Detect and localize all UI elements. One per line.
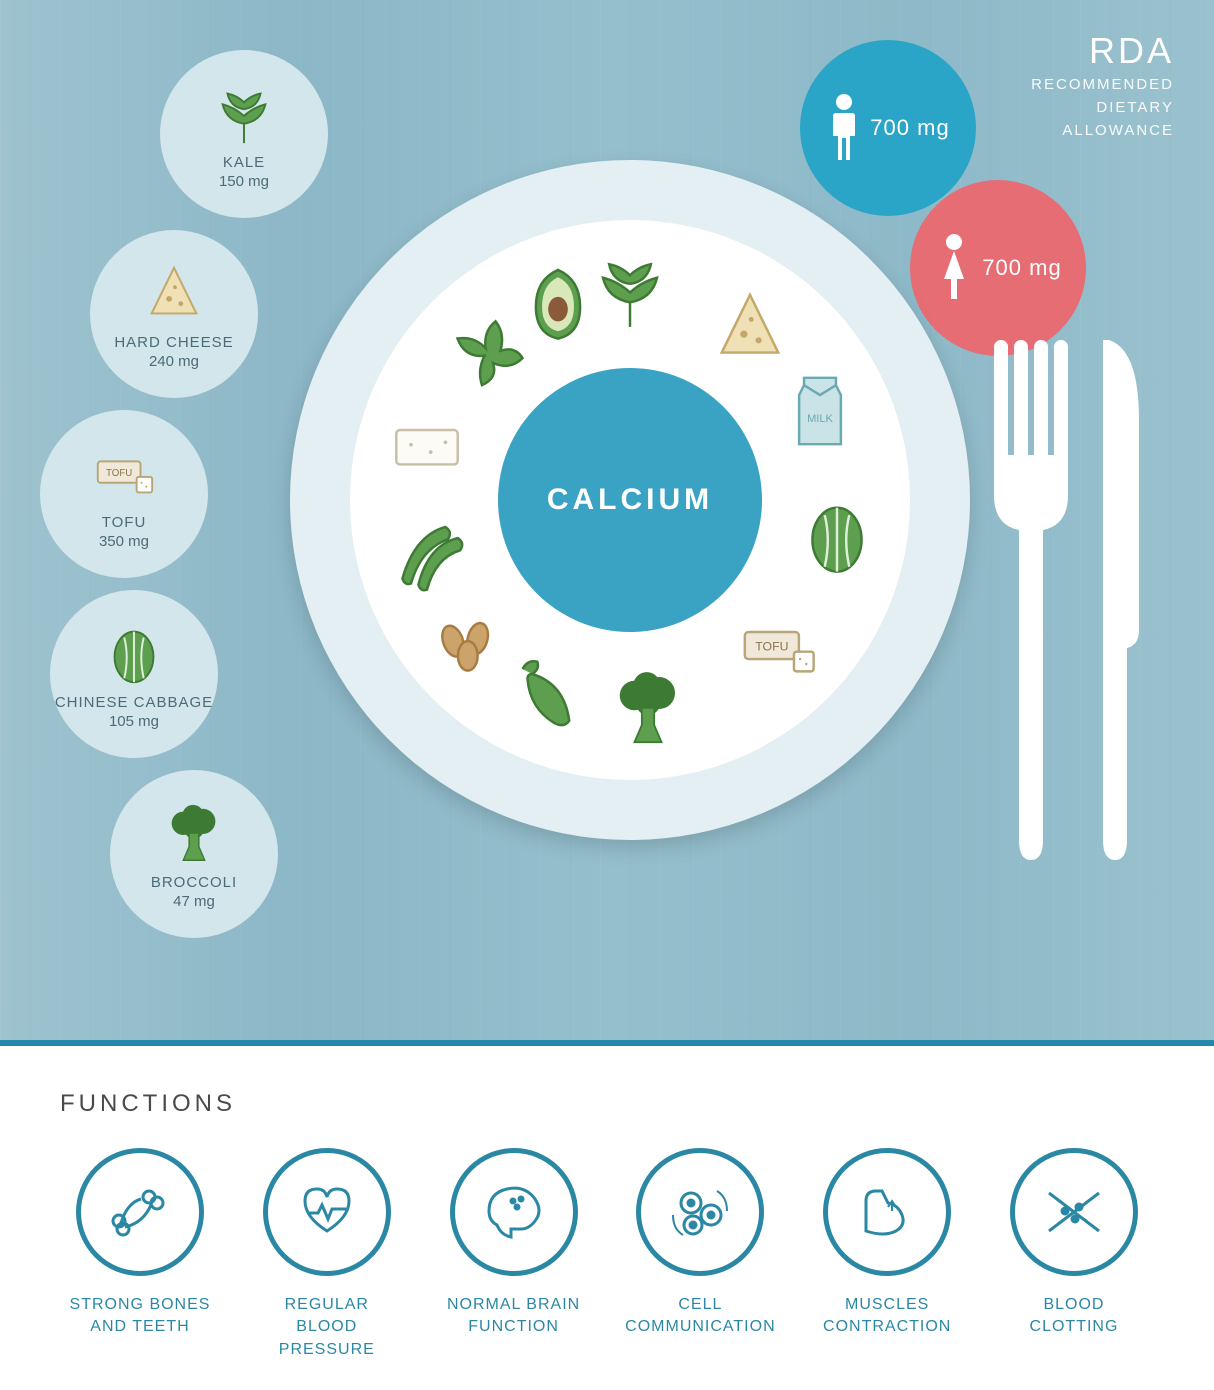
badge-amount: 105 mg: [109, 713, 159, 730]
plate-center-circle: CALCIUM: [498, 368, 762, 632]
rda-subtitle-1: RECOMMENDED: [1031, 74, 1174, 95]
function-bones: STRONG BONESAND TEETH: [60, 1148, 220, 1361]
function-label: MUSCLESCONTRACTION: [823, 1294, 951, 1339]
muscle-icon: [823, 1148, 951, 1276]
badge-amount: 350 mg: [99, 533, 149, 550]
brain-icon: [450, 1148, 578, 1276]
cabbage-icon: [100, 618, 168, 690]
plate-food-avocado: [513, 258, 603, 348]
top-panel: RDA RECOMMENDED DIETARY ALLOWANCE 700 mg…: [0, 0, 1214, 1040]
food-badges-column: KALE 150 mg HARD CHEESE 240 mgTOFU TOFU …: [30, 50, 328, 950]
functions-row: STRONG BONESAND TEETH REGULARBLOOD PRESS…: [60, 1148, 1154, 1361]
svg-text:MILK: MILK: [807, 413, 833, 425]
functions-panel: FUNCTIONS STRONG BONESAND TEETH REGULARB…: [0, 1050, 1214, 1390]
broccoli-icon: [160, 798, 228, 870]
rda-subtitle-3: ALLOWANCE: [1031, 120, 1174, 141]
section-divider: [0, 1040, 1214, 1050]
svg-text:TOFU: TOFU: [756, 640, 789, 654]
rda-male-value: 700 mg: [870, 115, 949, 141]
rda-title: RDA: [1031, 30, 1174, 72]
badge-label: CHINESE CABBAGE: [55, 694, 213, 711]
functions-title: FUNCTIONS: [60, 1090, 1154, 1118]
function-heart: REGULARBLOOD PRESSURE: [247, 1148, 407, 1361]
food-badge-broccoli: BROCCOLI 47 mg: [110, 770, 278, 938]
plate: MILK TOFU CALCIUM: [290, 160, 970, 840]
food-badge-cheese: HARD CHEESE 240 mg: [90, 230, 258, 398]
function-clot: BLOODCLOTTING: [994, 1148, 1154, 1361]
plate-food-tofu_block: [382, 401, 472, 491]
rda-subtitle-2: DIETARY: [1031, 97, 1174, 118]
badge-amount: 240 mg: [149, 353, 199, 370]
fork-icon: [994, 340, 1068, 860]
plate-food-broccoli: [603, 664, 693, 754]
function-label: BLOODCLOTTING: [1030, 1294, 1119, 1339]
badge-label: BROCCOLI: [151, 874, 237, 891]
kale-icon: [210, 78, 278, 150]
tofu-icon: TOFU: [90, 438, 158, 510]
plate-center-label: CALCIUM: [547, 483, 713, 517]
function-muscle: MUSCLESCONTRACTION: [807, 1148, 967, 1361]
function-label: REGULARBLOOD PRESSURE: [247, 1294, 407, 1361]
badge-amount: 47 mg: [173, 893, 215, 910]
plate-food-beans: [382, 509, 472, 599]
food-badge-cabbage: CHINESE CABBAGE 105 mg: [50, 590, 218, 758]
function-label: STRONG BONESAND TEETH: [70, 1294, 211, 1339]
clot-icon: [1010, 1148, 1138, 1276]
food-badge-tofu: TOFU TOFU 350 mg: [40, 410, 208, 578]
function-label: NORMAL BRAINFUNCTION: [447, 1294, 580, 1339]
badge-label: HARD CHEESE: [114, 334, 233, 351]
rda-text-block: RDA RECOMMENDED DIETARY ALLOWANCE: [1031, 30, 1174, 141]
utensils: [984, 340, 1144, 885]
plate-food-cheese: [705, 283, 795, 373]
badge-label: TOFU: [102, 514, 147, 531]
rda-female-value: 700 mg: [982, 255, 1061, 281]
male-icon: [826, 93, 862, 163]
function-label: CELLCOMMUNICATION: [625, 1294, 775, 1339]
cell-icon: [636, 1148, 764, 1276]
plate-food-cabbage: [792, 491, 882, 581]
function-cell: CELLCOMMUNICATION: [620, 1148, 780, 1361]
badge-label: KALE: [223, 154, 265, 171]
plate-food-almonds: [424, 590, 514, 680]
plate-food-milk: MILK: [775, 366, 865, 456]
heart-icon: [263, 1148, 391, 1276]
svg-text:TOFU: TOFU: [106, 468, 132, 479]
badge-amount: 150 mg: [219, 173, 269, 190]
bones-icon: [76, 1148, 204, 1276]
function-brain: NORMAL BRAINFUNCTION: [434, 1148, 594, 1361]
cheese-icon: [140, 258, 208, 330]
knife-icon: [1103, 340, 1139, 860]
plate-food-tofu: TOFU: [733, 603, 823, 693]
